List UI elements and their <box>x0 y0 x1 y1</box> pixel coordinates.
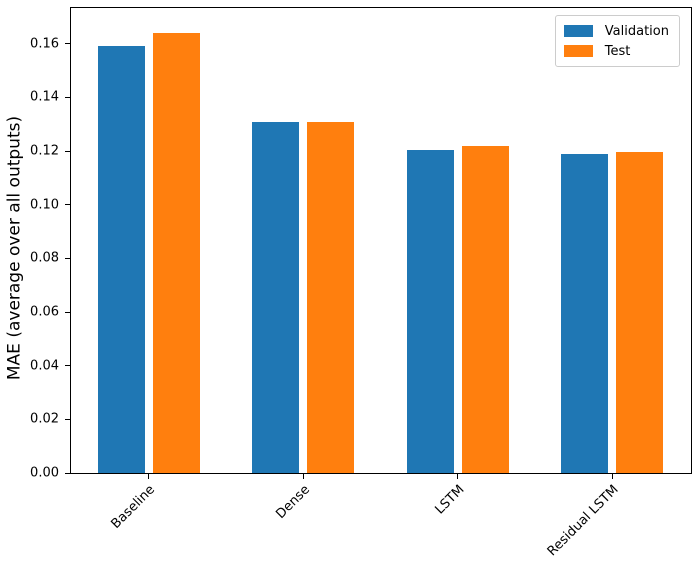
y-tick-mark <box>65 365 70 367</box>
y-tick-mark <box>65 311 70 313</box>
bar-dense-validation <box>252 121 299 473</box>
y-tick-mark <box>65 204 70 206</box>
x-tick-mark <box>302 474 304 479</box>
y-tick-label: 0.04 <box>30 358 59 374</box>
y-tick-mark <box>65 96 70 98</box>
legend: Validation Test <box>554 15 680 67</box>
legend-entry-validation: Validation <box>563 21 669 41</box>
y-tick-label: 0.02 <box>30 411 59 427</box>
y-tick-mark <box>65 150 70 152</box>
bar-lstm-validation <box>406 149 454 473</box>
x-tick-label-residual-lstm: Residual LSTM <box>545 482 622 560</box>
y-tick-label: 0.10 <box>30 197 59 213</box>
y-tick-label: 0.16 <box>30 36 59 52</box>
legend-label: Validation <box>604 23 669 39</box>
legend-swatch-icon <box>563 45 593 57</box>
legend-swatch-icon <box>563 25 593 37</box>
y-tick-mark <box>65 43 70 45</box>
legend-label: Test <box>604 43 631 59</box>
y-tick-mark <box>65 418 70 420</box>
bar-dense-test <box>307 121 354 473</box>
x-tick-mark <box>611 474 613 479</box>
y-axis-label-text: MAE (average over all outputs) <box>4 115 25 381</box>
bar-baseline-test <box>152 32 200 473</box>
bar-residual-lstm-test <box>616 151 663 473</box>
x-tick-label-dense: Dense <box>273 482 313 522</box>
y-tick-label: 0.12 <box>30 143 59 159</box>
bar-baseline-validation <box>97 46 145 473</box>
y-tick-label: 0.14 <box>30 89 59 105</box>
legend-entry-test: Test <box>563 41 669 61</box>
x-tick-label-lstm: LSTM <box>432 482 468 518</box>
bar-lstm-test <box>461 145 509 473</box>
y-tick-label: 0.08 <box>30 250 59 266</box>
y-tick-mark <box>65 257 70 259</box>
x-tick-mark <box>148 474 149 479</box>
y-tick-label: 0.06 <box>30 304 59 320</box>
x-tick-label-baseline: Baseline <box>108 482 159 532</box>
y-tick-label: 0.00 <box>30 465 59 481</box>
bar-residual-lstm-validation <box>561 153 608 473</box>
plot-area: Validation Test 0.00 0.02 0.04 0.06 0.08 0.10 0… <box>30 7 692 480</box>
x-tick-mark <box>457 474 458 479</box>
y-tick-mark <box>65 472 70 474</box>
